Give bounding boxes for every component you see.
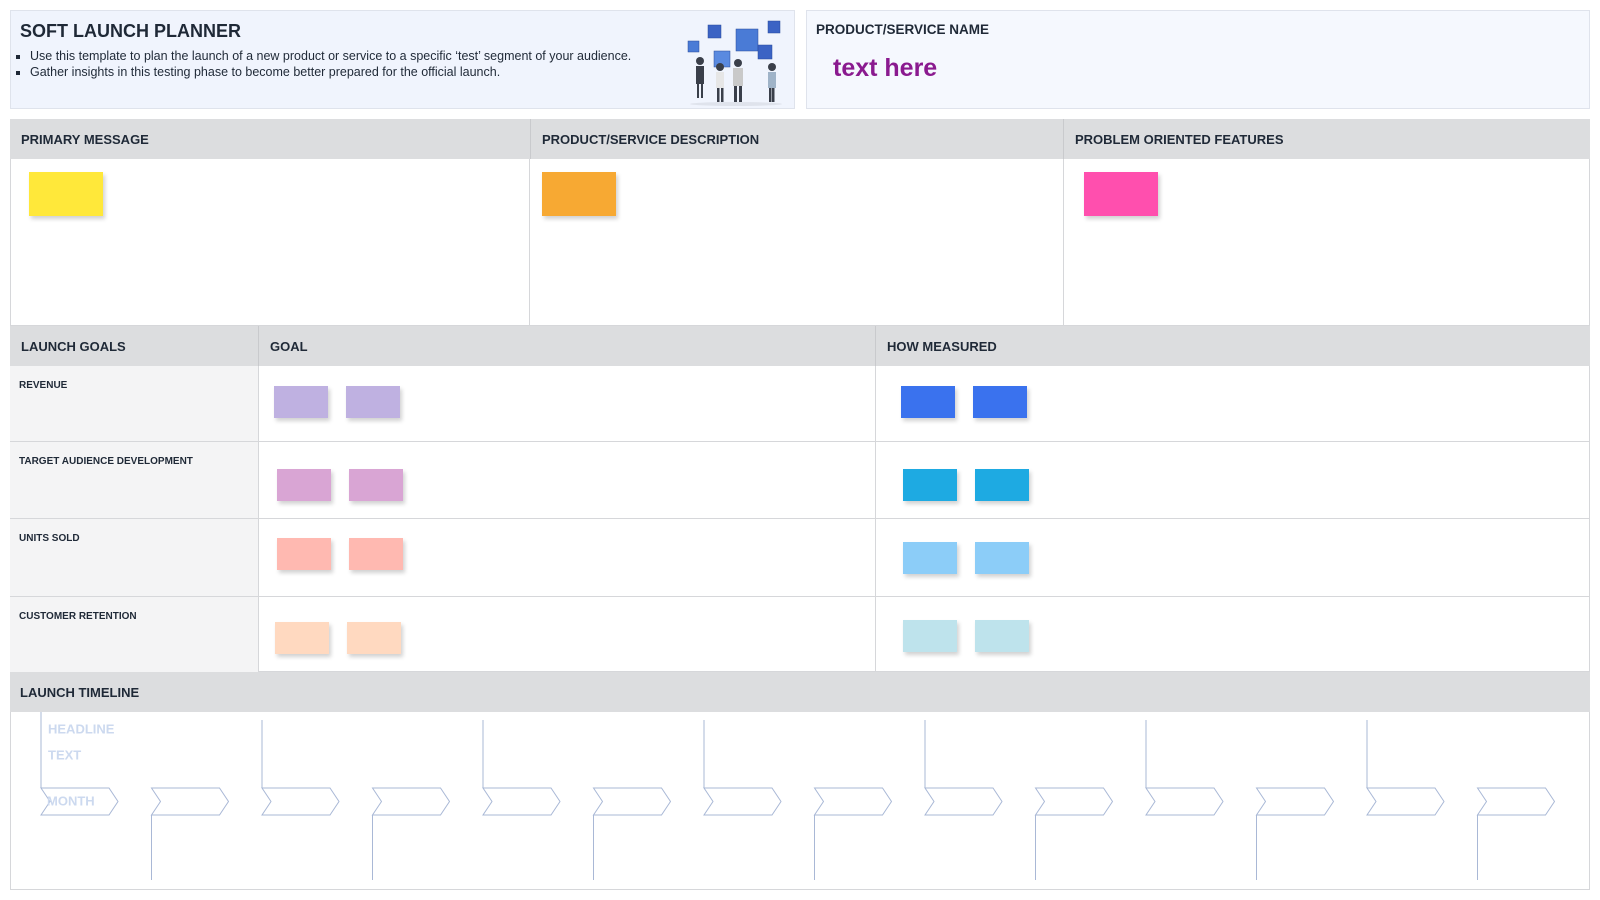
- timeline-arrow: [813, 787, 893, 816]
- timeline-arrow: [1476, 787, 1556, 816]
- divider: [1063, 159, 1064, 326]
- sticky-note: [349, 538, 403, 570]
- bullet: Gather insights in this testing phase to…: [30, 64, 670, 80]
- sticky-note: [901, 386, 955, 418]
- timeline-arrow: [1034, 787, 1114, 816]
- goal-row-label: TARGET AUDIENCE DEVELOPMENT: [10, 441, 259, 518]
- sticky-note: [542, 172, 616, 216]
- sticky-note: [975, 469, 1029, 501]
- sticky-note: [277, 469, 331, 501]
- divider: [529, 159, 530, 326]
- sticky-note: [903, 469, 957, 501]
- timeline-arrow: [150, 787, 230, 816]
- timeline-headline: HEADLINE: [48, 721, 115, 736]
- sticky-note: [275, 622, 329, 654]
- goals-header: GOAL: [258, 326, 875, 366]
- timeline-header: LAUNCH TIMELINE: [10, 672, 1590, 712]
- sticky-note: [975, 542, 1029, 574]
- sticky-note: [274, 386, 328, 418]
- planner-title: SOFT LAUNCH PLANNER: [20, 21, 241, 41]
- timeline: HEADLINE TEXT MONTH: [40, 712, 1556, 880]
- sticky-note: [903, 542, 957, 574]
- goal-row-label: REVENUE: [10, 366, 259, 441]
- sticky-note: [346, 386, 400, 418]
- timeline-text: TEXT: [48, 747, 81, 762]
- product-panel: PRODUCT/SERVICE NAME text here: [806, 10, 1590, 109]
- row-divider: [259, 441, 1590, 442]
- timeline-arrow: [924, 787, 1003, 816]
- section-header: PROBLEM ORIENTED FEATURES: [1063, 119, 1590, 159]
- row-divider: [259, 518, 1590, 519]
- illustration: [687, 20, 782, 106]
- goal-row-label: CUSTOMER RETENTION: [10, 596, 259, 672]
- timeline-arrow: [40, 787, 119, 816]
- timeline-arrow: [482, 787, 561, 816]
- timeline-month: MONTH: [47, 793, 95, 808]
- timeline-arrow: [1255, 787, 1335, 816]
- col-divider: [875, 366, 876, 672]
- sticky-note: [29, 172, 103, 216]
- row-divider: [259, 596, 1590, 597]
- section-header: PRIMARY MESSAGE: [10, 119, 530, 159]
- timeline-arrow: [371, 787, 451, 816]
- goal-row-label: UNITS SOLD: [10, 518, 259, 596]
- sticky-note: [277, 538, 331, 570]
- timeline-arrow: [703, 787, 782, 816]
- section-header: PRODUCT/SERVICE DESCRIPTION: [530, 119, 1063, 159]
- sticky-note: [973, 386, 1027, 418]
- intro-panel: SOFT LAUNCH PLANNER Use this template to…: [10, 10, 795, 109]
- timeline-arrow: [592, 787, 672, 816]
- timeline-arrow: [261, 787, 340, 816]
- timeline-arrow: [1366, 787, 1445, 816]
- goals-header: LAUNCH GOALS: [10, 326, 258, 366]
- sticky-note: [349, 469, 403, 501]
- product-placeholder: text here: [833, 54, 938, 82]
- sticky-note: [903, 620, 957, 652]
- intro-bullets: Use this template to plan the launch of …: [20, 48, 670, 80]
- timeline-arrow: [1145, 787, 1224, 816]
- goals-header: HOW MEASURED: [875, 326, 1590, 366]
- product-label: PRODUCT/SERVICE NAME: [816, 22, 990, 37]
- sticky-note: [975, 620, 1029, 652]
- sticky-note: [1084, 172, 1158, 216]
- sticky-note: [347, 622, 401, 654]
- bullet: Use this template to plan the launch of …: [30, 48, 670, 64]
